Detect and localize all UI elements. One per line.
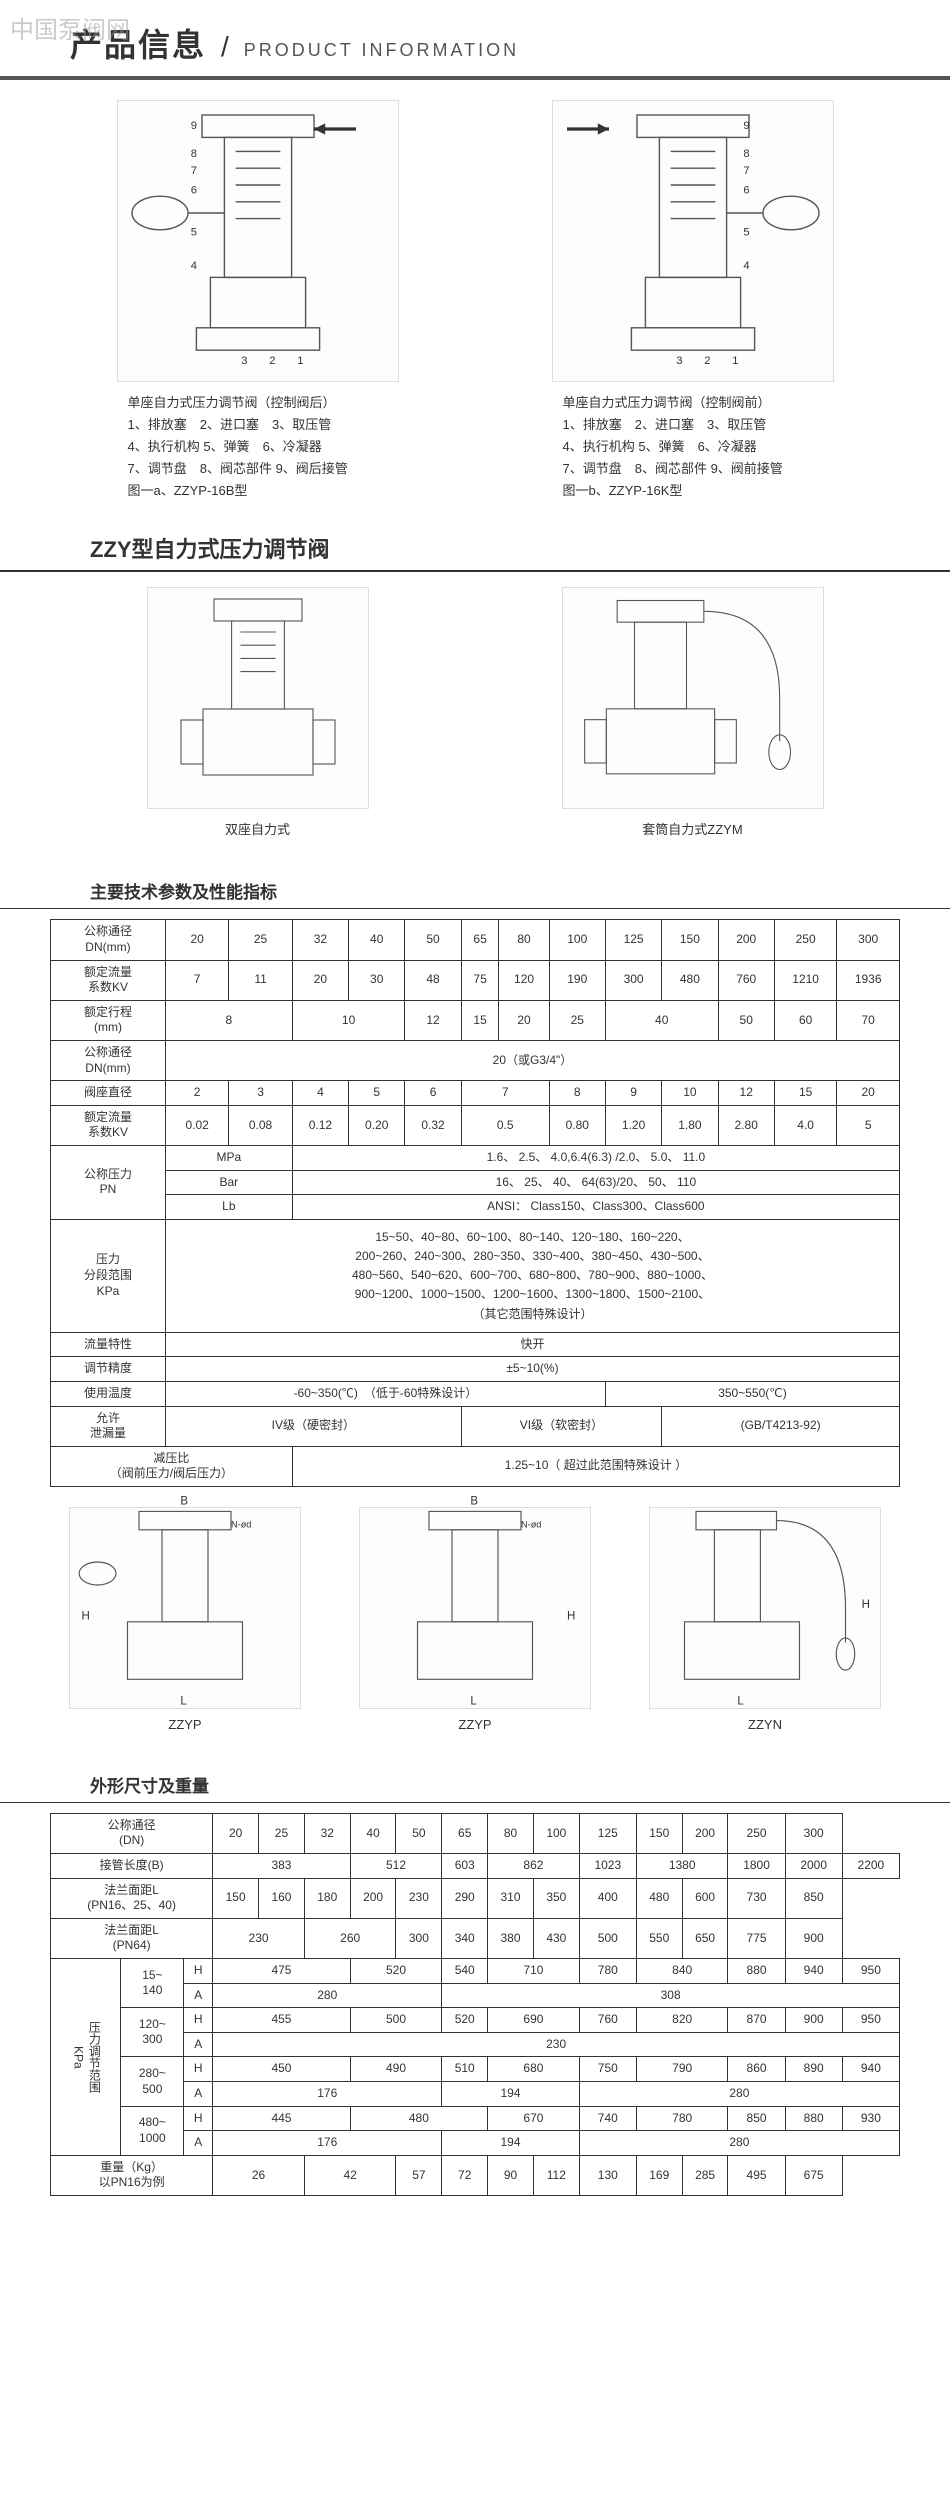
top-diagram-row: 9 8 7 6 5 4 3 2 1 单座自力式压力调节阀（控制阀后） 1、排放塞… (0, 100, 950, 522)
svg-text:1: 1 (297, 355, 303, 367)
header: 产品信息 / PRODUCT INFORMATION (0, 0, 950, 80)
dim-row-l1: 法兰面距L (PN16、25、40) 150 160 180 200 230 2… (51, 1878, 900, 1918)
svg-text:B: B (470, 1495, 478, 1507)
dim-row-dn: 公称通径 (DN) 20 25 32 40 50 65 80 100 125 1… (51, 1813, 900, 1853)
svg-text:8: 8 (190, 148, 196, 160)
svg-text:H: H (862, 1599, 870, 1611)
spec-row-dn2: 公称通径 DN(mm) 20（或G3/4"） (51, 1041, 900, 1081)
svg-text:H: H (82, 1610, 90, 1622)
dim-drawing-a: B H L N-ød (69, 1507, 301, 1709)
spec-row-temp: 使用温度 -60~350(℃) （低于-60特殊设计） 350~550(℃) (51, 1381, 900, 1406)
svg-text:B: B (180, 1495, 188, 1507)
dim-diagram-c: H L ZZYN (635, 1507, 896, 1732)
caption-left-parts: 1、排放塞 2、进口塞 3、取压管 4、执行机构 5、弹簧 6、冷凝器 7、调节… (128, 414, 388, 502)
svg-text:3: 3 (241, 355, 247, 367)
svg-text:8: 8 (743, 148, 749, 160)
mid-diagram-right: 套筒自力式ZZYM (497, 587, 889, 838)
diagram-double-seat (147, 587, 369, 809)
spec-row-pn-mpa: 公称压力 PN MPa 1.6、 2.5、 4.0,6.4(6.3) /2.0、… (51, 1146, 900, 1171)
dim-diagram-b: B H L N-ød ZZYP (345, 1507, 606, 1732)
dim-row-b: 接管长度(B) 383 512 603 862 1023 1380 1800 2… (51, 1854, 900, 1879)
spec-table: 公称通径 DN(mm) 20 25 32 40 50 65 80 100 125… (50, 919, 900, 1486)
svg-text:H: H (567, 1610, 575, 1622)
dim-drawing-b: B H L N-ød (359, 1507, 591, 1709)
diagram-zzyp-16k: 9 8 7 6 5 4 3 2 1 (552, 100, 834, 382)
spec-row-dn: 公称通径 DN(mm) 20 25 32 40 50 65 80 100 125… (51, 920, 900, 960)
dim-row-l2: 法兰面距L (PN64) 230 260 300 340 380 430 500… (51, 1918, 900, 1958)
dim-title: 外形尺寸及重量 (0, 1767, 950, 1803)
svg-text:N-ød: N-ød (521, 1519, 541, 1529)
spec-row-flow-char: 流量特性 快开 (51, 1332, 900, 1357)
svg-text:2: 2 (269, 355, 275, 367)
mid-caption-left: 双座自力式 (62, 819, 454, 838)
dim-row-range4-h: 480~ 1000 H 445 480 670 740 780 850 880 … (51, 2106, 900, 2131)
svg-text:5: 5 (190, 226, 196, 238)
top-diagram-right: 9 8 7 6 5 4 3 2 1 单座自力式压力调节阀（控制阀前） 1、排放塞… (497, 100, 889, 502)
diagram-zzyp-16b: 9 8 7 6 5 4 3 2 1 (117, 100, 399, 382)
svg-text:9: 9 (190, 120, 196, 132)
top-diagram-left: 9 8 7 6 5 4 3 2 1 单座自力式压力调节阀（控制阀后） 1、排放塞… (62, 100, 454, 502)
spec-row-pressure-range: 压力 分段范围 KPa 15~50、40~80、60~100、80~140、12… (51, 1219, 900, 1332)
dim-table: 公称通径 (DN) 20 25 32 40 50 65 80 100 125 1… (50, 1813, 900, 2196)
spec-row-kv2: 额定流量 系数KV 0.02 0.08 0.12 0.20 0.32 0.5 0… (51, 1105, 900, 1145)
svg-text:7: 7 (743, 165, 749, 177)
dim-row-range1-h: 压力调节范围 KPa 15~ 140 H 475 520 540 710 780… (51, 1959, 900, 1984)
dim-diagram-row: B H L N-ød ZZYP B H L N-ød ZZYP (0, 1487, 950, 1752)
svg-text:6: 6 (743, 184, 749, 196)
spec-title: 主要技术参数及性能指标 (0, 873, 950, 909)
mid-diagram-row: 双座自力式 套筒自力式ZZYM (0, 587, 950, 858)
header-divider: / (221, 31, 229, 63)
svg-text:7: 7 (190, 165, 196, 177)
svg-text:5: 5 (743, 226, 749, 238)
svg-text:4: 4 (190, 260, 196, 272)
caption-left: 单座自力式压力调节阀（控制阀后） 1、排放塞 2、进口塞 3、取压管 4、执行机… (128, 392, 388, 502)
diagram-sleeve (562, 587, 824, 809)
svg-text:1: 1 (732, 355, 738, 367)
product-name: ZZY型自力式压力调节阀 (0, 522, 950, 572)
spec-row-kv: 额定流量 系数KV 7 11 20 30 48 75 120 190 300 4… (51, 960, 900, 1000)
mid-caption-right: 套筒自力式ZZYM (497, 819, 889, 838)
spec-row-leak: 允许 泄漏量 IV级（硬密封） VI级（软密封） (GB/T4213-92) (51, 1406, 900, 1446)
caption-left-title: 单座自力式压力调节阀（控制阀后） (128, 392, 388, 414)
label-dn: 公称通径 DN(mm) (51, 920, 166, 960)
svg-text:L: L (180, 1695, 187, 1707)
dim-drawing-c: H L (649, 1507, 881, 1709)
svg-text:9: 9 (743, 120, 749, 132)
watermark: 中国泵阀网 (10, 10, 130, 45)
svg-text:N-ød: N-ød (231, 1519, 251, 1529)
caption-right-parts: 1、排放塞 2、进口塞 3、取压管 4、执行机构 5、弹簧 6、冷凝器 7、调节… (563, 414, 823, 502)
spec-row-ratio: 减压比 （阀前压力/阀后压力） 1.25~10（ 超过此范围特殊设计 ） (51, 1446, 900, 1486)
spec-row-seat: 阀座直径 2 3 4 5 6 7 8 9 10 12 15 20 (51, 1081, 900, 1106)
mid-diagram-left: 双座自力式 (62, 587, 454, 838)
svg-text:2: 2 (704, 355, 710, 367)
svg-text:L: L (737, 1695, 744, 1707)
svg-text:L: L (470, 1695, 477, 1707)
spec-row-accuracy: 调节精度 ±5~10(%) (51, 1357, 900, 1382)
svg-text:3: 3 (676, 355, 682, 367)
svg-text:4: 4 (743, 260, 749, 272)
spec-row-pn-lb: Lb ANSI： Class150、Class300、Class600 (51, 1195, 900, 1220)
caption-right: 单座自力式压力调节阀（控制阀前） 1、排放塞 2、进口塞 3、取压管 4、执行机… (563, 392, 823, 502)
header-en: PRODUCT INFORMATION (244, 40, 519, 61)
spec-row-stroke: 额定行程 (mm) 8 10 12 15 20 25 40 50 60 70 (51, 1000, 900, 1040)
dim-diagram-a: B H L N-ød ZZYP (55, 1507, 316, 1732)
spec-row-pn-bar: Bar 16、 25、 40、 64(63)/20、 50、 110 (51, 1170, 900, 1195)
svg-text:6: 6 (190, 184, 196, 196)
caption-right-title: 单座自力式压力调节阀（控制阀前） (563, 392, 823, 414)
dim-row-range2-h: 120~ 300 H 455 500 520 690 760 820 870 9… (51, 2008, 900, 2033)
dim-row-weight: 重量（Kg） 以PN16为例 26 42 57 72 90 112 130 16… (51, 2155, 900, 2195)
dim-row-range3-h: 280~ 500 H 450 490 510 680 750 790 860 8… (51, 2057, 900, 2082)
